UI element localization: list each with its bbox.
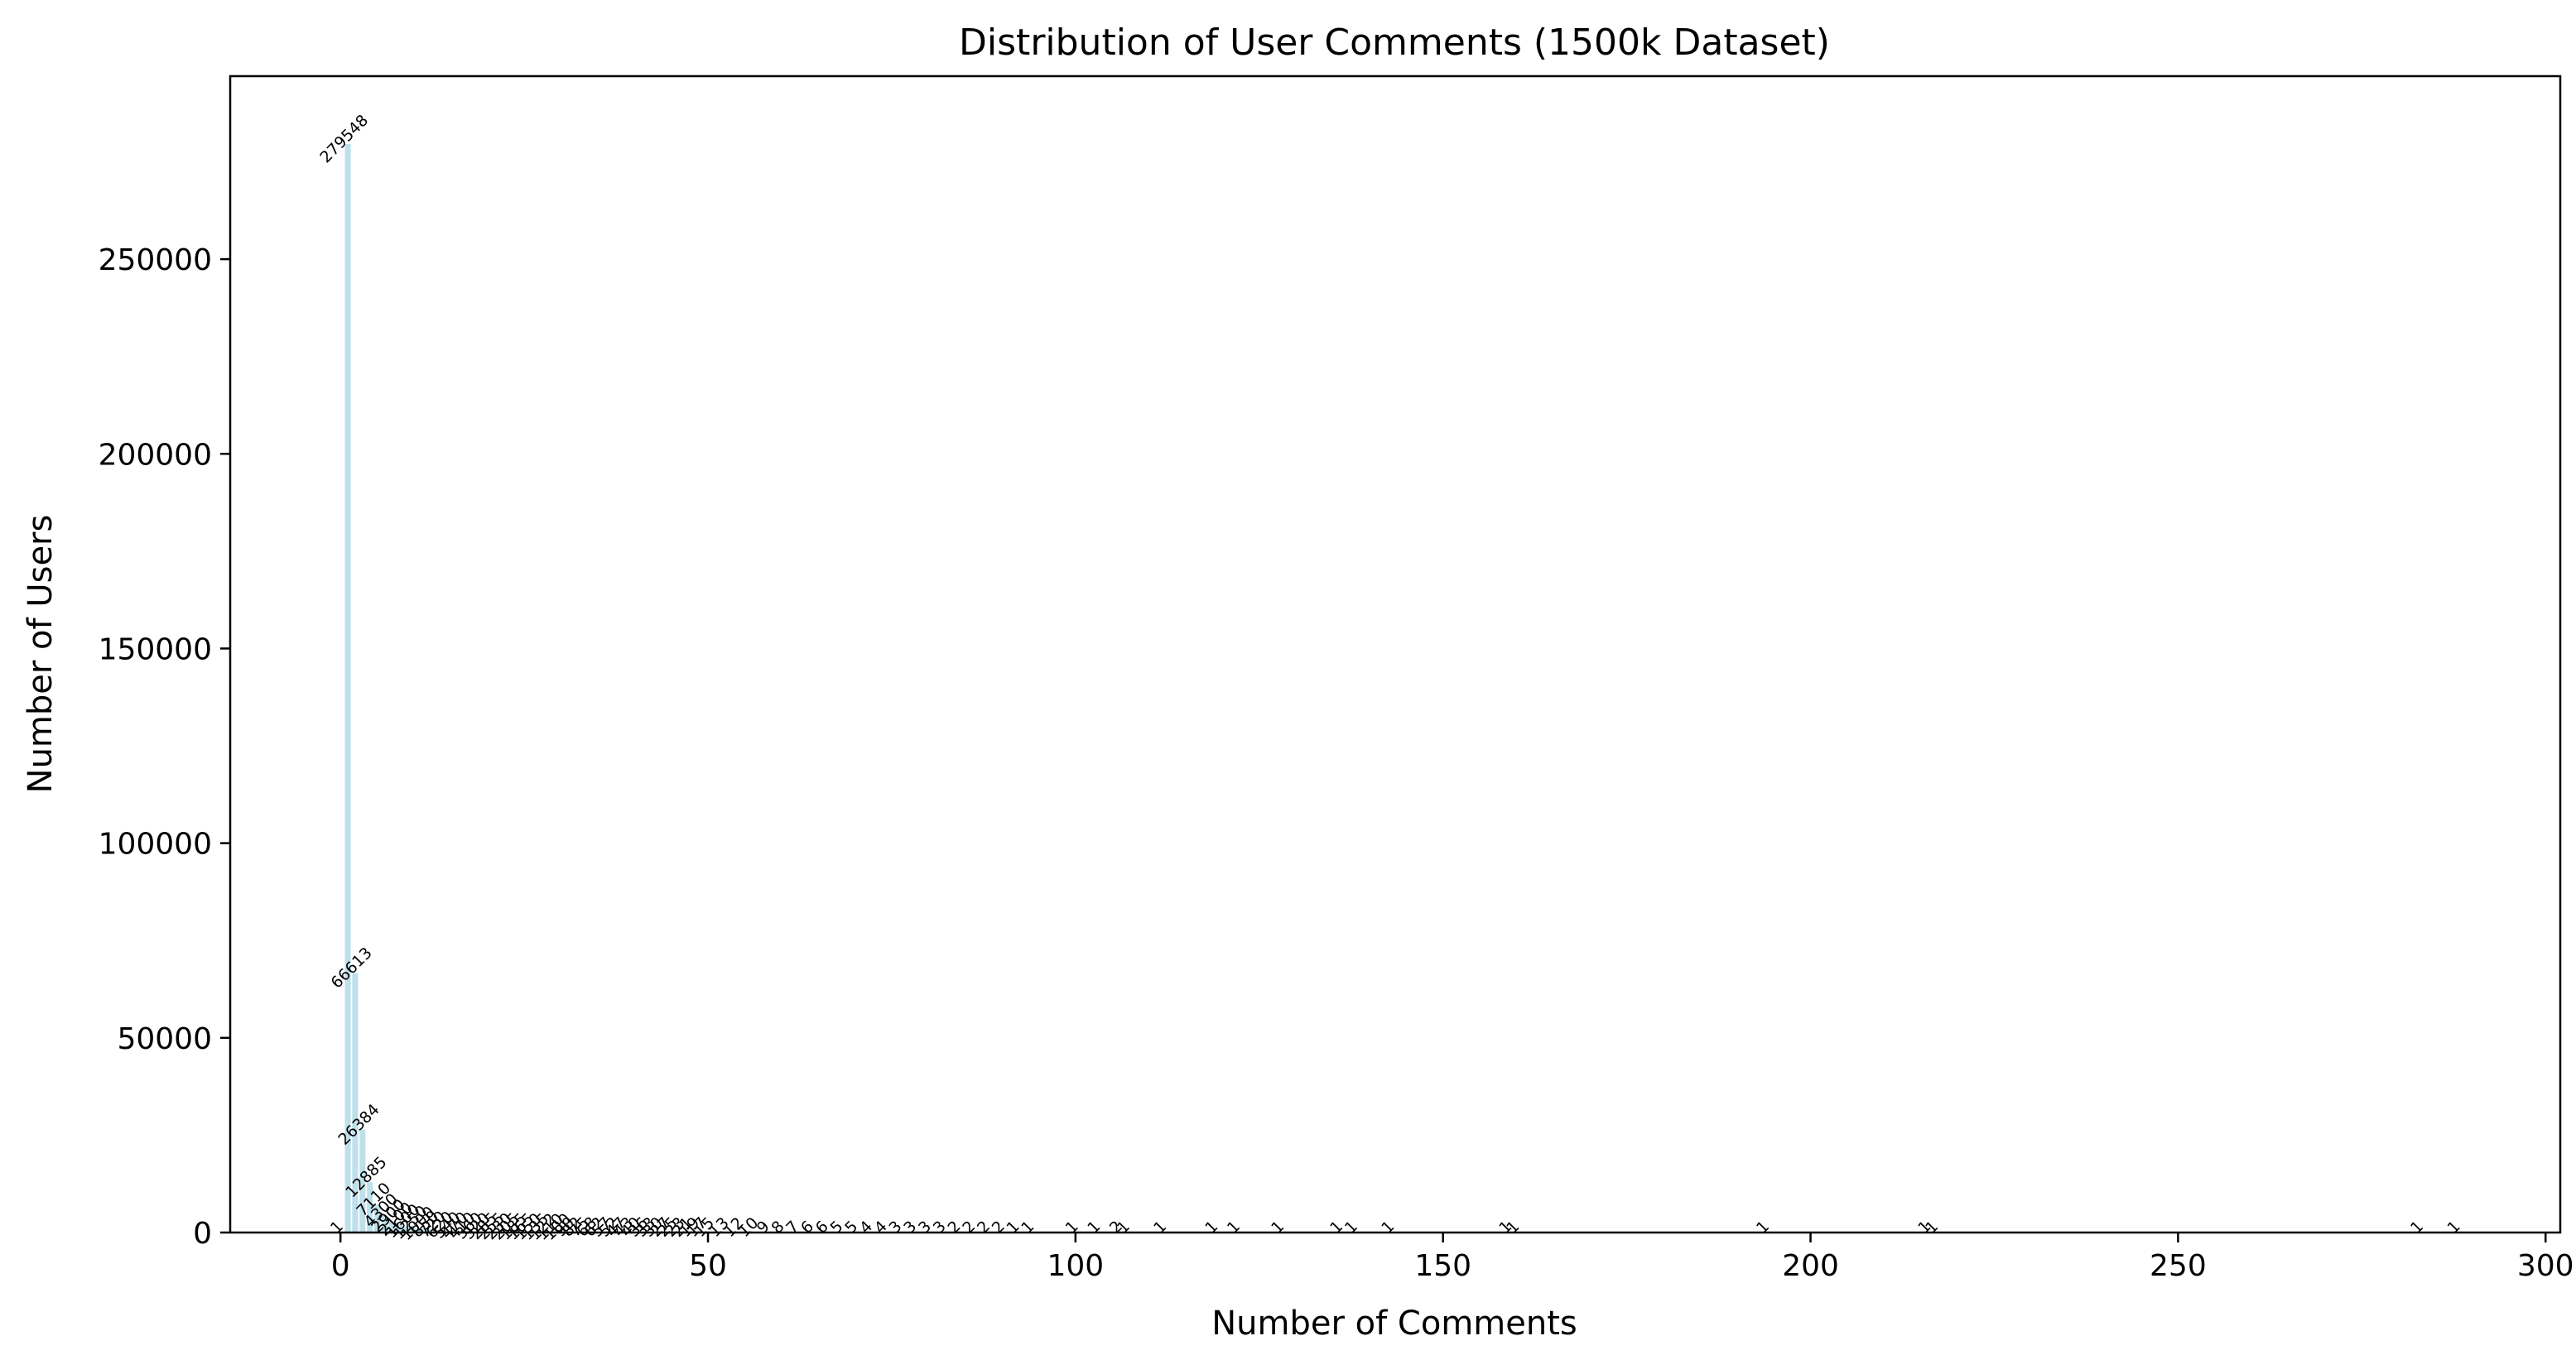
x-tick-label: 50 <box>689 1249 727 1283</box>
x-tick-label: 100 <box>1047 1249 1104 1283</box>
x-tick-label: 150 <box>1414 1249 1471 1283</box>
bar <box>344 144 350 1233</box>
x-tick-label: 250 <box>2150 1249 2207 1283</box>
y-tick-label: 250000 <box>99 243 212 277</box>
y-tick-label: 0 <box>193 1217 212 1251</box>
x-tick-label: 200 <box>1782 1249 1839 1283</box>
y-tick-label: 200000 <box>99 438 212 472</box>
x-tick-label: 0 <box>331 1249 350 1283</box>
y-tick-label: 150000 <box>99 632 212 666</box>
chart-title: Distribution of User Comments (1500k Dat… <box>959 22 1830 64</box>
x-axis-label: Number of Comments <box>1211 1305 1577 1343</box>
y-axis-label: Number of Users <box>22 515 60 794</box>
x-tick-label: 300 <box>2517 1249 2574 1283</box>
y-tick-label: 50000 <box>117 1022 212 1056</box>
y-tick-label: 100000 <box>99 828 212 862</box>
